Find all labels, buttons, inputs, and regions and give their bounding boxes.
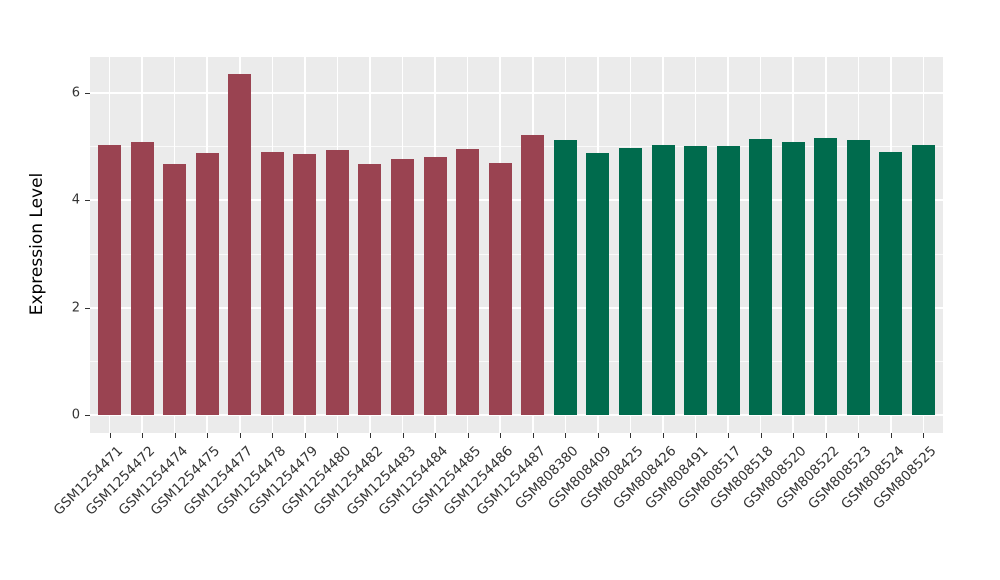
x-tick-mark-GSM1254480 (337, 433, 339, 438)
bar-GSM1254486 (488, 162, 512, 416)
y-tick-label-4: 4 (71, 192, 80, 208)
x-tick-mark-GSM808409 (597, 433, 599, 438)
x-tick-mark-GSM808520 (793, 433, 795, 438)
bar-GSM1254482 (358, 163, 382, 416)
x-tick-mark-GSM1254486 (500, 433, 502, 438)
bar-GSM808524 (879, 151, 903, 416)
gridline-major-y4 (90, 199, 943, 202)
y-tick-mark-4 (85, 200, 90, 202)
x-tick-mark-GSM1254479 (304, 433, 306, 438)
y-tick-label-0: 0 (71, 407, 80, 423)
gridline-minor-y3 (90, 253, 943, 255)
x-tick-mark-GSM1254472 (142, 433, 144, 438)
plot-panel (90, 57, 943, 433)
x-tick-mark-GSM808491 (695, 433, 697, 438)
x-tick-mark-GSM1254487 (532, 433, 534, 438)
bar-GSM1254478 (260, 151, 284, 416)
y-tick-mark-2 (85, 307, 90, 309)
bar-GSM808491 (684, 146, 708, 416)
x-tick-mark-GSM808524 (890, 433, 892, 438)
bar-GSM808426 (651, 145, 675, 416)
y-tick-label-2: 2 (71, 300, 80, 316)
bar-GSM1254472 (130, 142, 154, 416)
bar-GSM1254479 (293, 153, 317, 416)
x-tick-mark-GSM1254483 (402, 433, 404, 438)
x-tick-mark-GSM808523 (858, 433, 860, 438)
bar-GSM808522 (814, 137, 838, 416)
bar-GSM1254484 (423, 156, 447, 416)
x-tick-mark-GSM1254484 (435, 433, 437, 438)
x-tick-mark-GSM808517 (728, 433, 730, 438)
y-tick-mark-6 (85, 92, 90, 94)
y-axis-title: Expression Level (27, 172, 47, 316)
x-tick-mark-GSM1254478 (272, 433, 274, 438)
gridline-major-y0 (90, 414, 943, 417)
x-tick-mark-GSM808425 (630, 433, 632, 438)
x-tick-mark-GSM808522 (825, 433, 827, 438)
y-tick-label-6: 6 (71, 85, 80, 101)
gridline-minor-y5 (90, 146, 943, 148)
gridline-minor-y1 (90, 361, 943, 363)
bar-GSM1254477 (228, 74, 252, 416)
bar-GSM1254475 (195, 152, 219, 416)
bar-GSM808520 (781, 141, 805, 416)
x-tick-mark-GSM808380 (565, 433, 567, 438)
x-tick-mark-GSM1254475 (207, 433, 209, 438)
bar-GSM1254483 (391, 159, 415, 416)
x-tick-mark-GSM808426 (663, 433, 664, 438)
x-tick-mark-GSM1254471 (109, 433, 111, 438)
bar-GSM1254487 (521, 134, 545, 416)
bar-GSM808409 (586, 152, 610, 416)
y-tick-mark-0 (85, 415, 90, 417)
bar-GSM1254485 (456, 149, 480, 416)
bar-GSM808525 (911, 145, 935, 416)
bar-GSM808523 (846, 140, 870, 416)
bar-GSM808518 (749, 139, 773, 416)
x-tick-mark-GSM1254482 (369, 433, 371, 438)
x-tick-mark-GSM1254477 (239, 433, 241, 438)
bar-GSM1254471 (98, 145, 122, 416)
bar-GSM808425 (618, 147, 642, 416)
gridline-major-y2 (90, 306, 943, 309)
bar-GSM1254480 (325, 149, 349, 416)
bar-GSM808380 (553, 139, 577, 416)
gridline-major-y6 (90, 91, 943, 94)
x-tick-mark-GSM1254474 (174, 433, 176, 438)
bar-GSM808517 (716, 146, 740, 416)
bar-GSM1254474 (163, 164, 187, 416)
x-tick-mark-GSM808525 (923, 433, 925, 438)
x-tick-mark-GSM808518 (760, 433, 762, 438)
x-tick-mark-GSM1254485 (467, 433, 469, 438)
